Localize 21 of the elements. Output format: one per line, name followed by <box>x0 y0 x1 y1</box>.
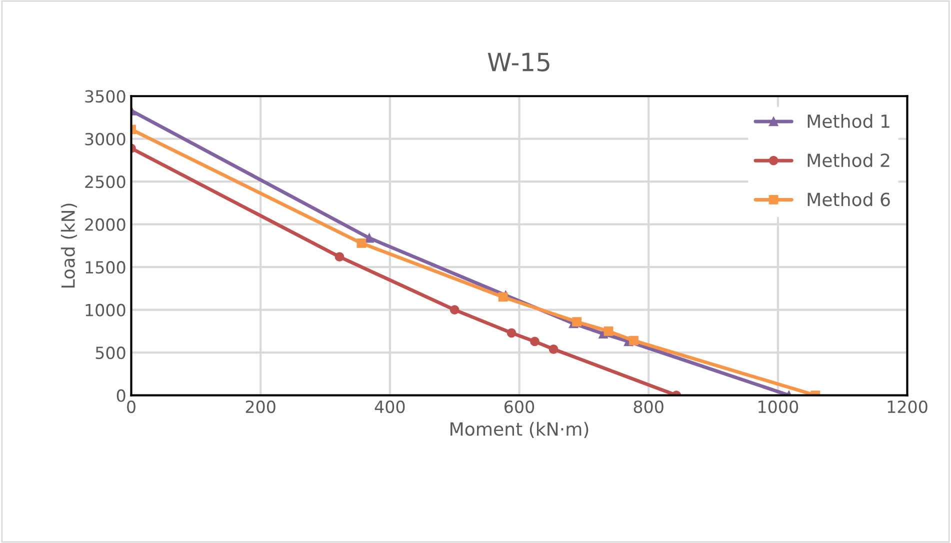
legend-label: Method 1 <box>808 114 890 128</box>
y-tick-label: 3000 <box>85 132 126 146</box>
y-tick-label: 2500 <box>85 176 126 188</box>
y-tick-label: 1500 <box>86 261 126 274</box>
y-tick-label: 2000 <box>85 218 126 231</box>
y-tick-label: 1000 <box>86 304 126 316</box>
y-tick-label: 500 <box>96 346 126 360</box>
legend-label: Method 6 <box>808 192 890 206</box>
x-tick-label: 800 <box>634 400 664 414</box>
y-axis-title: Load (kN) <box>60 204 78 288</box>
x-tick-label: 0 <box>127 400 136 414</box>
x-tick-label: 200 <box>246 400 276 414</box>
y-tick-label: 0 <box>116 389 126 402</box>
x-tick-label: 1000 <box>758 400 798 414</box>
x-tick-label: 400 <box>374 400 405 414</box>
x-axis-title: Moment (kN·m) <box>450 422 588 438</box>
y-tick-label: 3500 <box>85 90 126 103</box>
chart-title: W-15 <box>488 52 550 72</box>
legend-label: Method 2 <box>808 153 890 168</box>
x-tick-label: 1200 <box>888 400 928 414</box>
x-tick-label: 600 <box>504 400 534 414</box>
